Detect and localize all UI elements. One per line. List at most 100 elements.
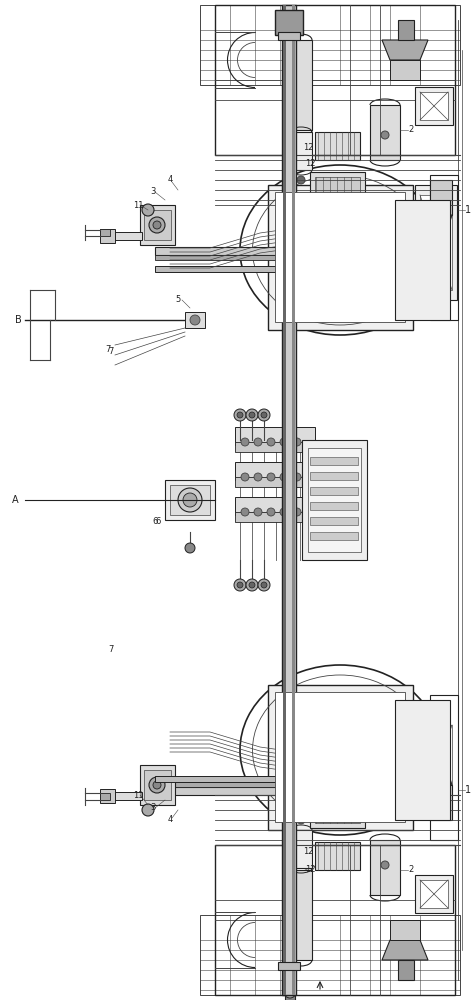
Bar	[415, 185, 457, 300]
Text: 12: 12	[303, 848, 314, 856]
Bar	[144, 770, 171, 800]
Circle shape	[241, 508, 249, 516]
Circle shape	[254, 473, 262, 481]
Bar	[430, 175, 458, 320]
Circle shape	[261, 412, 267, 418]
Bar	[235, 512, 315, 522]
Circle shape	[284, 986, 296, 998]
Text: 4: 4	[168, 176, 173, 184]
Polygon shape	[390, 60, 420, 80]
Circle shape	[142, 804, 154, 816]
Bar	[420, 92, 448, 120]
Bar	[155, 266, 285, 272]
Polygon shape	[100, 793, 110, 800]
Circle shape	[183, 493, 197, 507]
Bar	[415, 875, 453, 913]
Bar	[215, 845, 455, 995]
Circle shape	[293, 473, 301, 481]
Circle shape	[280, 438, 288, 446]
Bar	[185, 312, 205, 328]
Bar	[430, 180, 452, 215]
Text: 12: 12	[305, 159, 315, 168]
Text: B: B	[15, 315, 22, 325]
Circle shape	[153, 781, 161, 789]
Polygon shape	[430, 765, 452, 785]
Circle shape	[190, 315, 200, 325]
Bar	[200, 5, 460, 85]
Bar	[292, 5, 295, 995]
Circle shape	[249, 582, 255, 588]
Polygon shape	[382, 40, 428, 60]
Bar	[310, 502, 358, 510]
Text: 7: 7	[108, 348, 114, 357]
Circle shape	[261, 582, 267, 588]
Bar	[310, 532, 358, 540]
Circle shape	[149, 217, 165, 233]
Bar	[235, 477, 315, 487]
Text: 4: 4	[168, 816, 173, 824]
Circle shape	[185, 543, 195, 553]
Circle shape	[254, 508, 262, 516]
Circle shape	[246, 409, 258, 421]
Bar	[268, 185, 413, 330]
Circle shape	[246, 579, 258, 591]
Bar	[398, 20, 414, 40]
Circle shape	[267, 438, 275, 446]
Text: 6: 6	[155, 518, 160, 526]
Bar	[155, 782, 285, 787]
Bar	[285, 985, 295, 1000]
Text: 1: 1	[465, 205, 471, 215]
Text: 11: 11	[133, 200, 143, 210]
Circle shape	[267, 508, 275, 516]
Bar	[140, 765, 175, 805]
Bar	[310, 487, 358, 495]
Bar	[398, 960, 414, 980]
Bar	[370, 840, 400, 895]
Circle shape	[241, 438, 249, 446]
Bar	[110, 232, 142, 240]
Circle shape	[297, 816, 305, 824]
Bar	[235, 462, 315, 480]
Bar	[268, 685, 413, 830]
Bar	[275, 692, 405, 822]
Circle shape	[149, 777, 165, 793]
Text: 2: 2	[408, 125, 413, 134]
Bar	[395, 200, 450, 320]
Bar	[235, 427, 315, 445]
Bar	[420, 195, 452, 290]
Bar	[315, 177, 360, 195]
Text: 11: 11	[133, 790, 143, 800]
Bar	[110, 792, 142, 800]
Bar	[310, 472, 358, 480]
Bar	[200, 915, 460, 995]
Circle shape	[297, 176, 305, 184]
Bar	[278, 962, 300, 970]
Text: 1: 1	[465, 785, 471, 795]
Circle shape	[267, 473, 275, 481]
Text: 3: 3	[150, 804, 155, 812]
Bar	[275, 192, 405, 322]
Bar	[155, 787, 285, 795]
Bar	[282, 5, 296, 995]
Bar	[430, 695, 458, 840]
Bar	[140, 205, 175, 245]
Bar	[310, 517, 358, 525]
Circle shape	[234, 409, 246, 421]
Bar	[215, 5, 455, 155]
Circle shape	[237, 582, 243, 588]
Bar	[415, 87, 453, 125]
Text: 12: 12	[305, 865, 315, 874]
Bar	[420, 725, 452, 820]
Circle shape	[234, 579, 246, 591]
Text: 2: 2	[408, 865, 413, 874]
Bar	[155, 776, 285, 782]
Circle shape	[293, 508, 301, 516]
Bar	[100, 789, 115, 803]
Text: 3: 3	[150, 188, 155, 196]
Text: 5: 5	[175, 296, 180, 304]
Bar	[310, 800, 365, 828]
Bar	[290, 870, 312, 960]
Bar	[302, 440, 367, 560]
Bar	[308, 448, 361, 552]
Bar	[235, 442, 315, 452]
